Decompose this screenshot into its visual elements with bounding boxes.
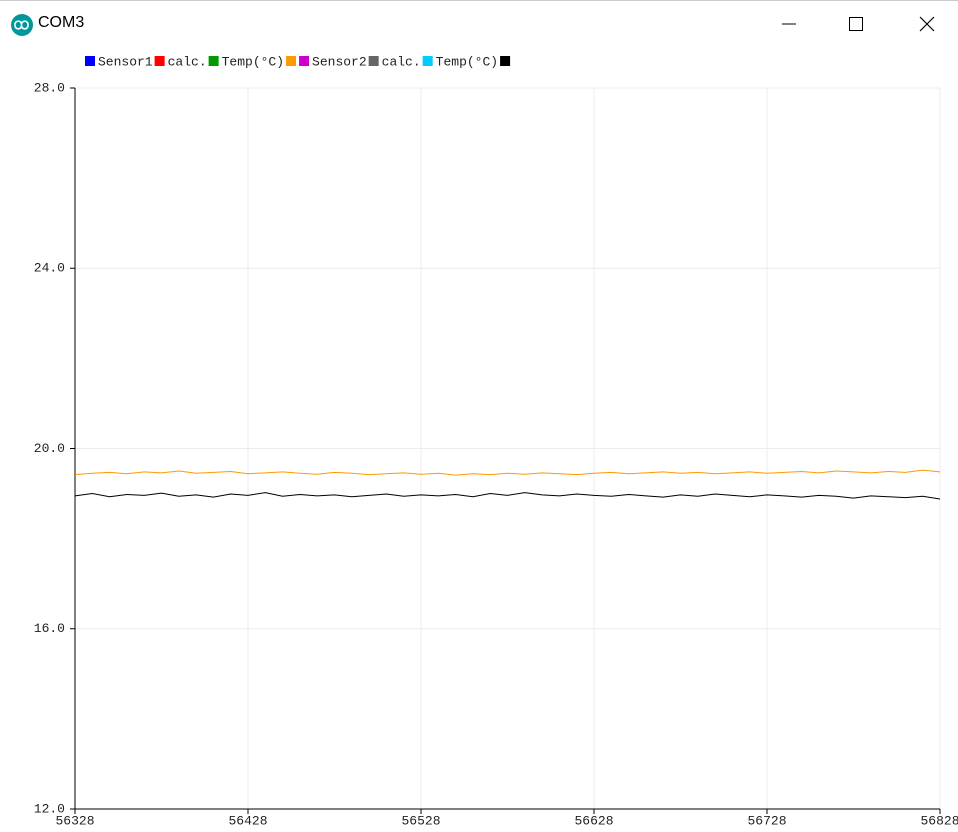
- legend-label: Temp(°C): [436, 54, 498, 69]
- y-tick-label: 20.0: [34, 441, 65, 456]
- legend-swatch: [208, 56, 219, 66]
- legend-label: Sensor1: [98, 54, 153, 69]
- window-title: COM3: [38, 14, 85, 31]
- y-tick-label: 24.0: [34, 261, 65, 276]
- maximize-button[interactable]: [849, 17, 863, 31]
- legend-swatch: [500, 56, 511, 66]
- legend-label: Sensor2: [312, 54, 367, 69]
- legend-swatch: [286, 56, 297, 66]
- x-tick-label: 56628: [574, 813, 613, 828]
- series-line: [74, 469, 941, 476]
- series-line: [74, 492, 941, 500]
- legend-swatch: [85, 56, 95, 66]
- window-controls: [782, 16, 935, 32]
- legend-swatch: [368, 56, 379, 66]
- x-tick-label: 56328: [55, 813, 94, 828]
- plotter: 12.0 16.0 20.0 24.0 28.0 56328 56428 56528 56628…: [34, 54, 958, 828]
- legend-swatch: [154, 56, 165, 66]
- title-bar: COM3: [0, 0, 958, 47]
- legend-label: Temp(°C): [222, 54, 284, 69]
- legend-label: calc.: [382, 54, 421, 69]
- x-tick-label: 56728: [747, 813, 786, 828]
- y-tick-label: 16.0: [34, 621, 65, 636]
- y-tick-label: 12.0: [34, 801, 65, 816]
- close-button[interactable]: [919, 16, 935, 32]
- y-tick-label: 28.0: [34, 80, 65, 95]
- legend-swatch: [422, 56, 433, 66]
- legend-label: calc.: [168, 54, 207, 69]
- legend-swatch: [299, 56, 310, 66]
- x-tick-label: 56428: [228, 813, 267, 828]
- x-tick-label: 56528: [401, 813, 440, 828]
- app-icon: [11, 14, 33, 36]
- x-tick-label: 56828: [920, 813, 958, 828]
